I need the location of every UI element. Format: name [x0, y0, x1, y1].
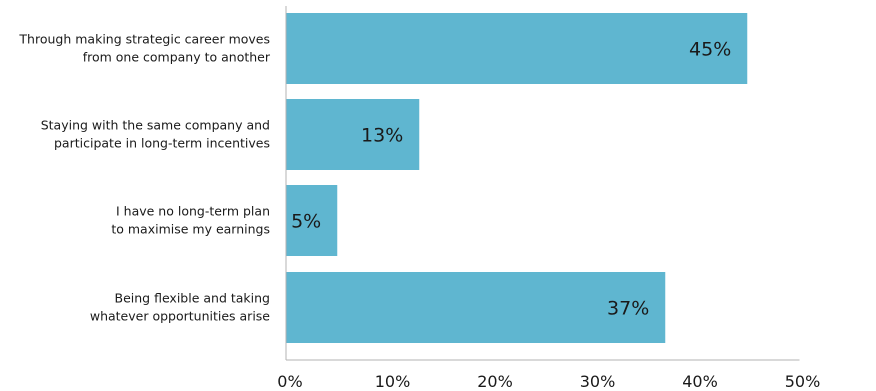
category-label-line: participate in long-term incentives	[54, 136, 270, 151]
bar-value-label: 5%	[291, 211, 321, 233]
x-axis	[285, 6, 800, 361]
category-labels: Through making strategic career moves fro…	[18, 32, 270, 324]
category-label-line: Through making strategic career moves	[18, 32, 270, 47]
bars-group: 45% 13% 5% 37%	[286, 13, 748, 343]
x-tick-label: 10%	[375, 372, 411, 391]
bar-1	[286, 13, 748, 84]
x-tick-label: 40%	[682, 372, 718, 391]
category-label-line: to maximise my earnings	[111, 222, 270, 237]
bar-value-label: 13%	[361, 125, 403, 147]
x-tick-label: 50%	[785, 372, 821, 391]
category-label-line: from one company to another	[83, 50, 271, 65]
category-label-line: whatever opportunities arise	[90, 309, 270, 324]
bar-3	[286, 185, 338, 256]
category-label-line: Being flexible and taking	[115, 291, 270, 306]
x-tick-label: 0%	[277, 372, 302, 391]
category-label-line: I have no long-term plan	[116, 204, 270, 219]
category-label-line: Staying with the same company and	[41, 118, 270, 133]
bar-value-label: 37%	[607, 298, 649, 320]
bar-value-label: 45%	[689, 39, 731, 61]
bar-4	[286, 272, 666, 343]
x-tick-label: 30%	[580, 372, 616, 391]
tick-labels: 0% 10% 20% 30% 40% 50%	[277, 372, 820, 391]
bar-2	[286, 99, 420, 170]
x-tick-label: 20%	[477, 372, 513, 391]
